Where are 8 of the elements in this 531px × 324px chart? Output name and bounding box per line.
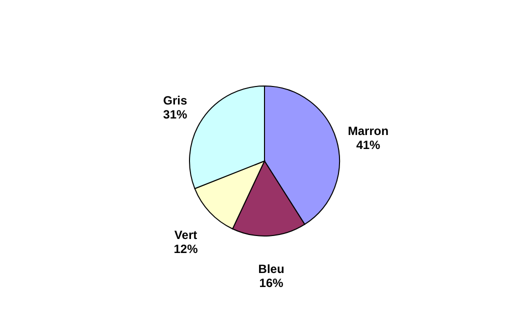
slice-label: Marron xyxy=(348,124,389,138)
slice-label: Gris xyxy=(163,93,188,108)
slice-label: Bleu xyxy=(258,262,284,276)
data-label: 31% xyxy=(163,107,188,122)
data-label: 41% xyxy=(356,138,381,152)
slice-label: Vert xyxy=(174,228,198,242)
data-label: 12% xyxy=(174,242,198,256)
data-label: 16% xyxy=(259,276,284,290)
